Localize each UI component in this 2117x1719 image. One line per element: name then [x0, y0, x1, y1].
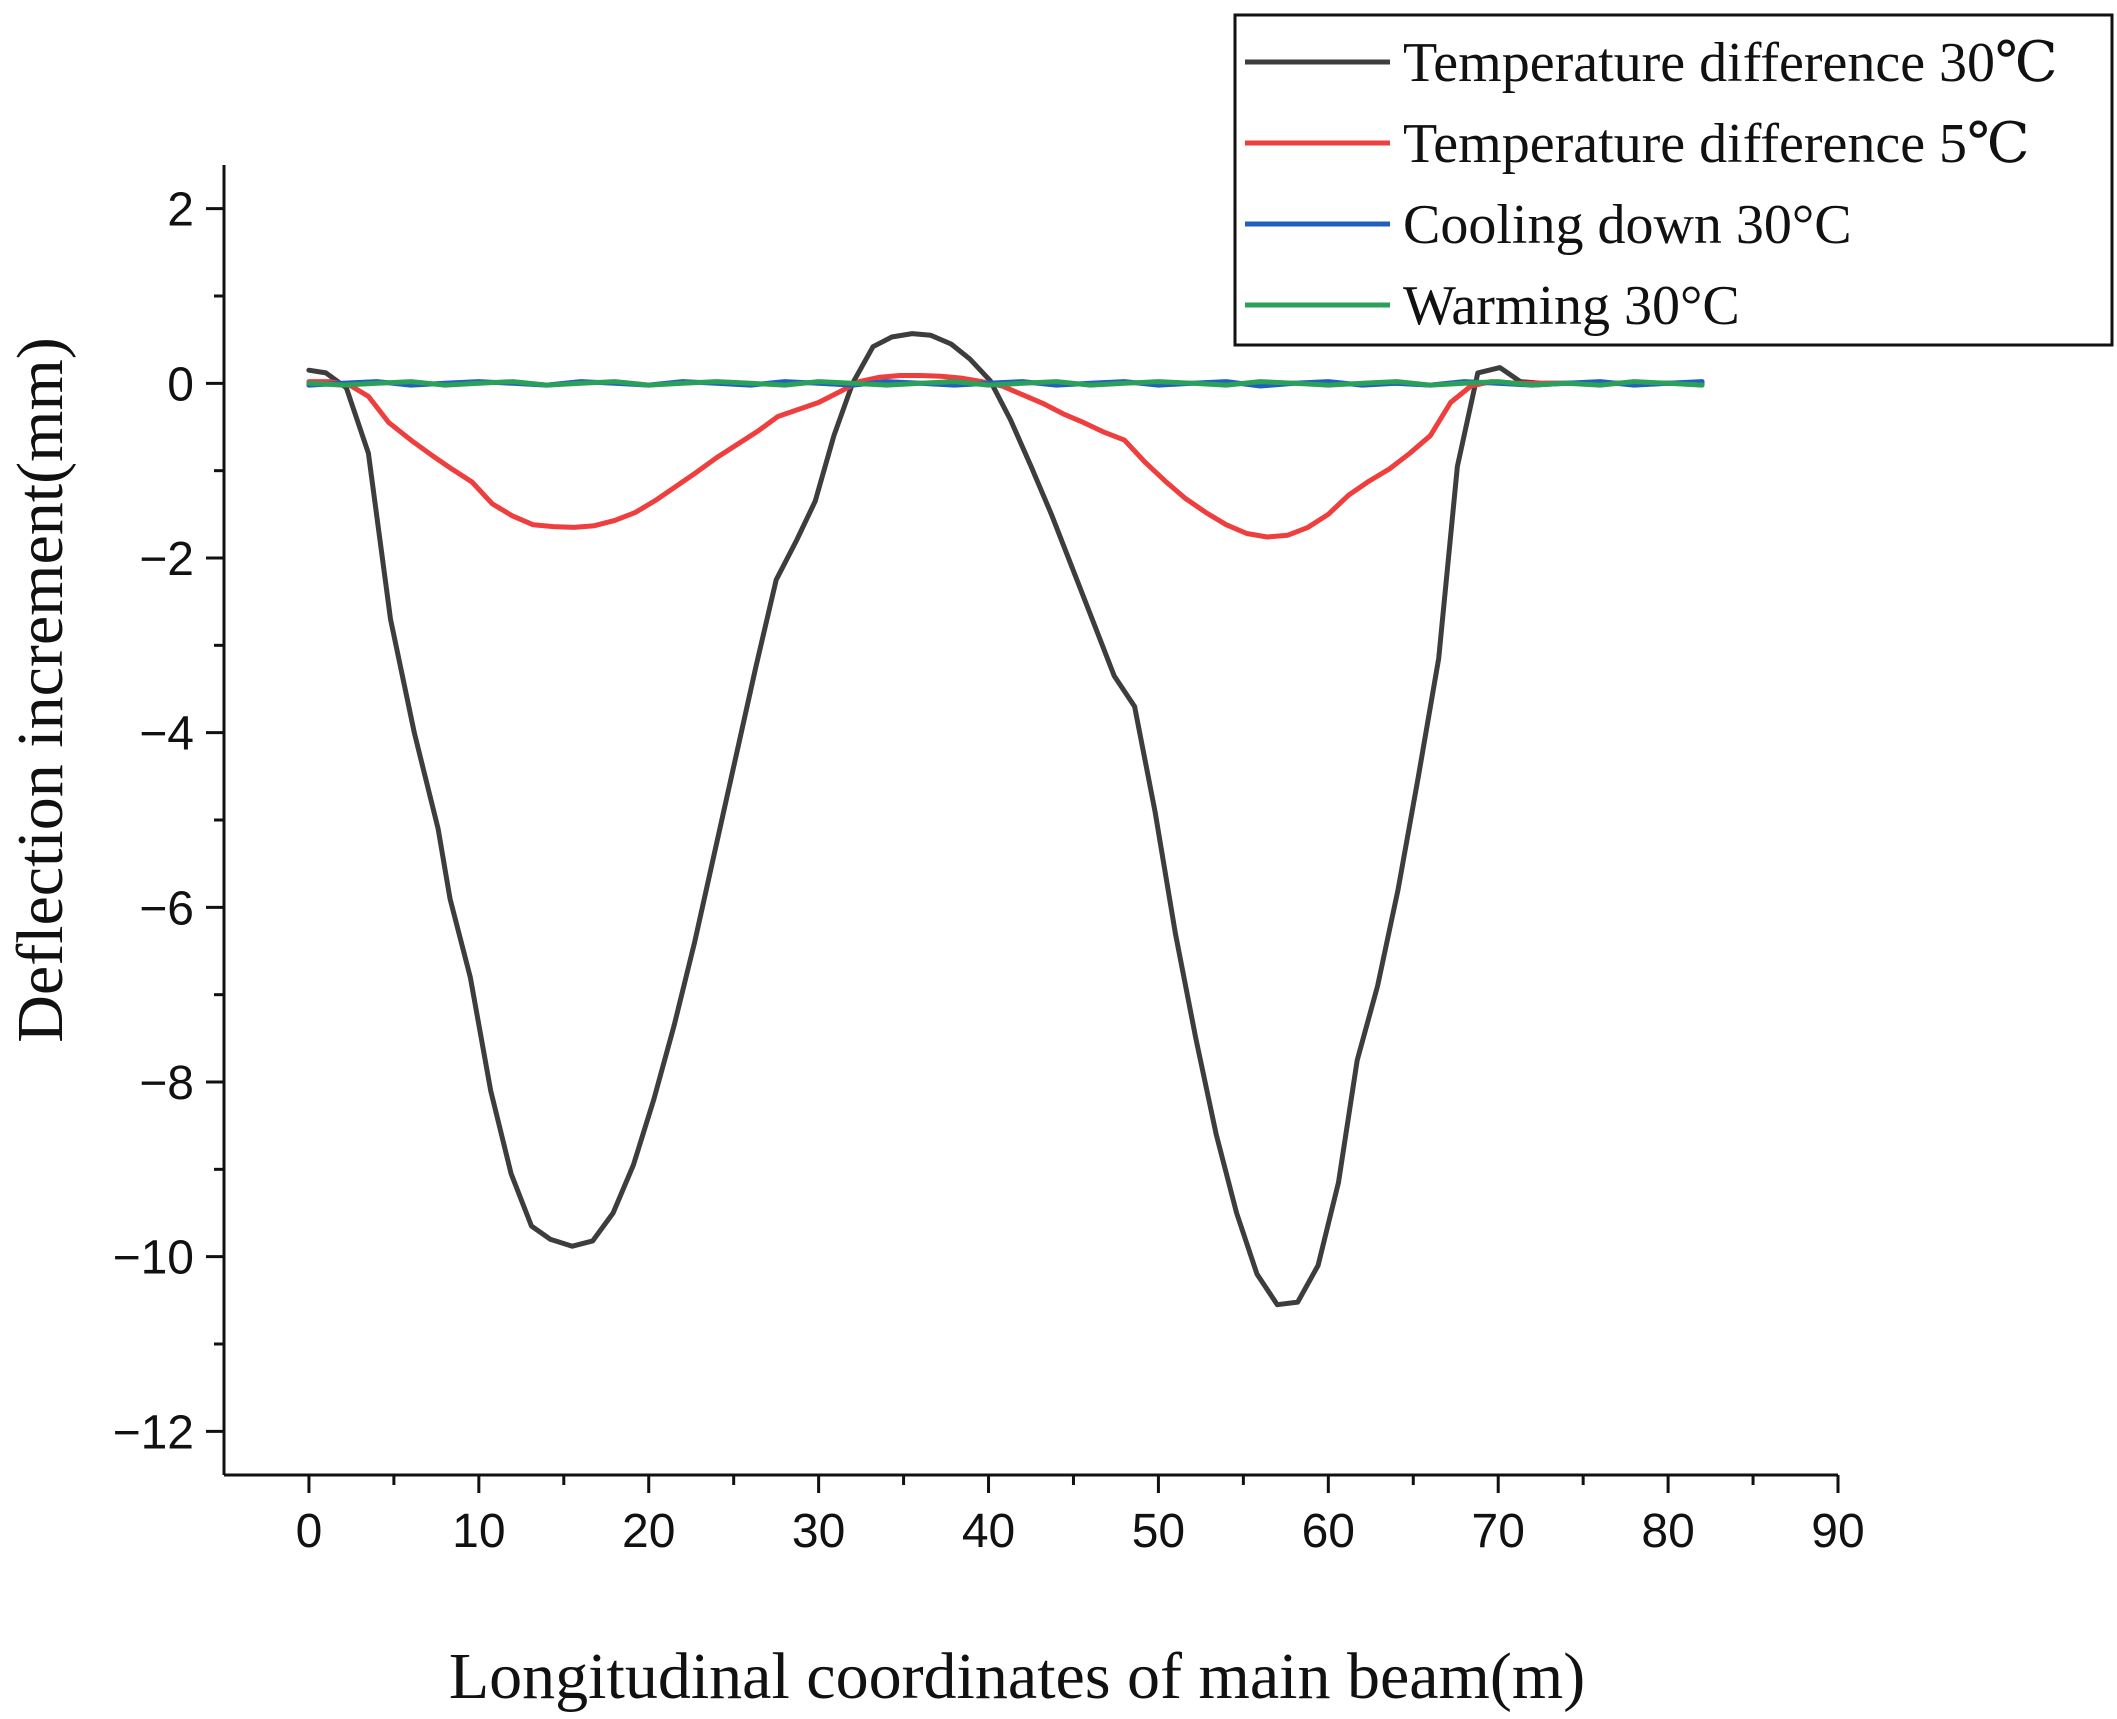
y-axis-title: Deflection increment(mm) [4, 337, 77, 1043]
x-tick-label: 90 [1811, 1505, 1864, 1558]
plot-lines [306, 331, 1705, 1308]
legend-label-1: Temperature difference 5℃ [1403, 113, 2030, 175]
y-tick-label: −10 [113, 1232, 194, 1285]
x-tick-label: 40 [962, 1505, 1015, 1558]
y-tick-label: −12 [113, 1406, 194, 1459]
legend-label-0: Temperature difference 30℃ [1403, 32, 2058, 94]
x-tick-label: 0 [296, 1505, 323, 1558]
x-tick-label: 20 [622, 1505, 675, 1558]
legend-box [1233, 13, 2114, 347]
x-tick-label: 50 [1132, 1505, 1185, 1558]
x-tick-label: 60 [1302, 1505, 1355, 1558]
x-tick-label: 80 [1641, 1505, 1694, 1558]
y-tick-label: −2 [139, 533, 194, 586]
series-line-0 [306, 331, 1705, 1308]
legend-label-3: Warming 30°C [1403, 275, 1740, 337]
legend-label-2: Cooling down 30°C [1403, 194, 1852, 256]
series-line-3 [306, 379, 1705, 388]
y-tick-label: −4 [139, 708, 194, 761]
y-tick-label: −6 [139, 882, 194, 935]
y-tick-label: 2 [167, 184, 194, 237]
legend-entries: Temperature difference 30℃ Temperature di… [1245, 32, 2058, 337]
x-tick-label: 70 [1472, 1505, 1525, 1558]
x-tick-label: 30 [792, 1505, 845, 1558]
x-axis-title: Longitudinal coordinates of main beam(m) [449, 1640, 1585, 1713]
series-line-1 [306, 373, 1705, 540]
y-tick-label: −8 [139, 1057, 194, 1110]
y-tick-label: 0 [167, 358, 194, 411]
axes [206, 165, 1840, 1493]
x-tick-label: 10 [452, 1505, 505, 1558]
legend: Temperature difference 30℃ Temperature di… [1233, 13, 2114, 347]
